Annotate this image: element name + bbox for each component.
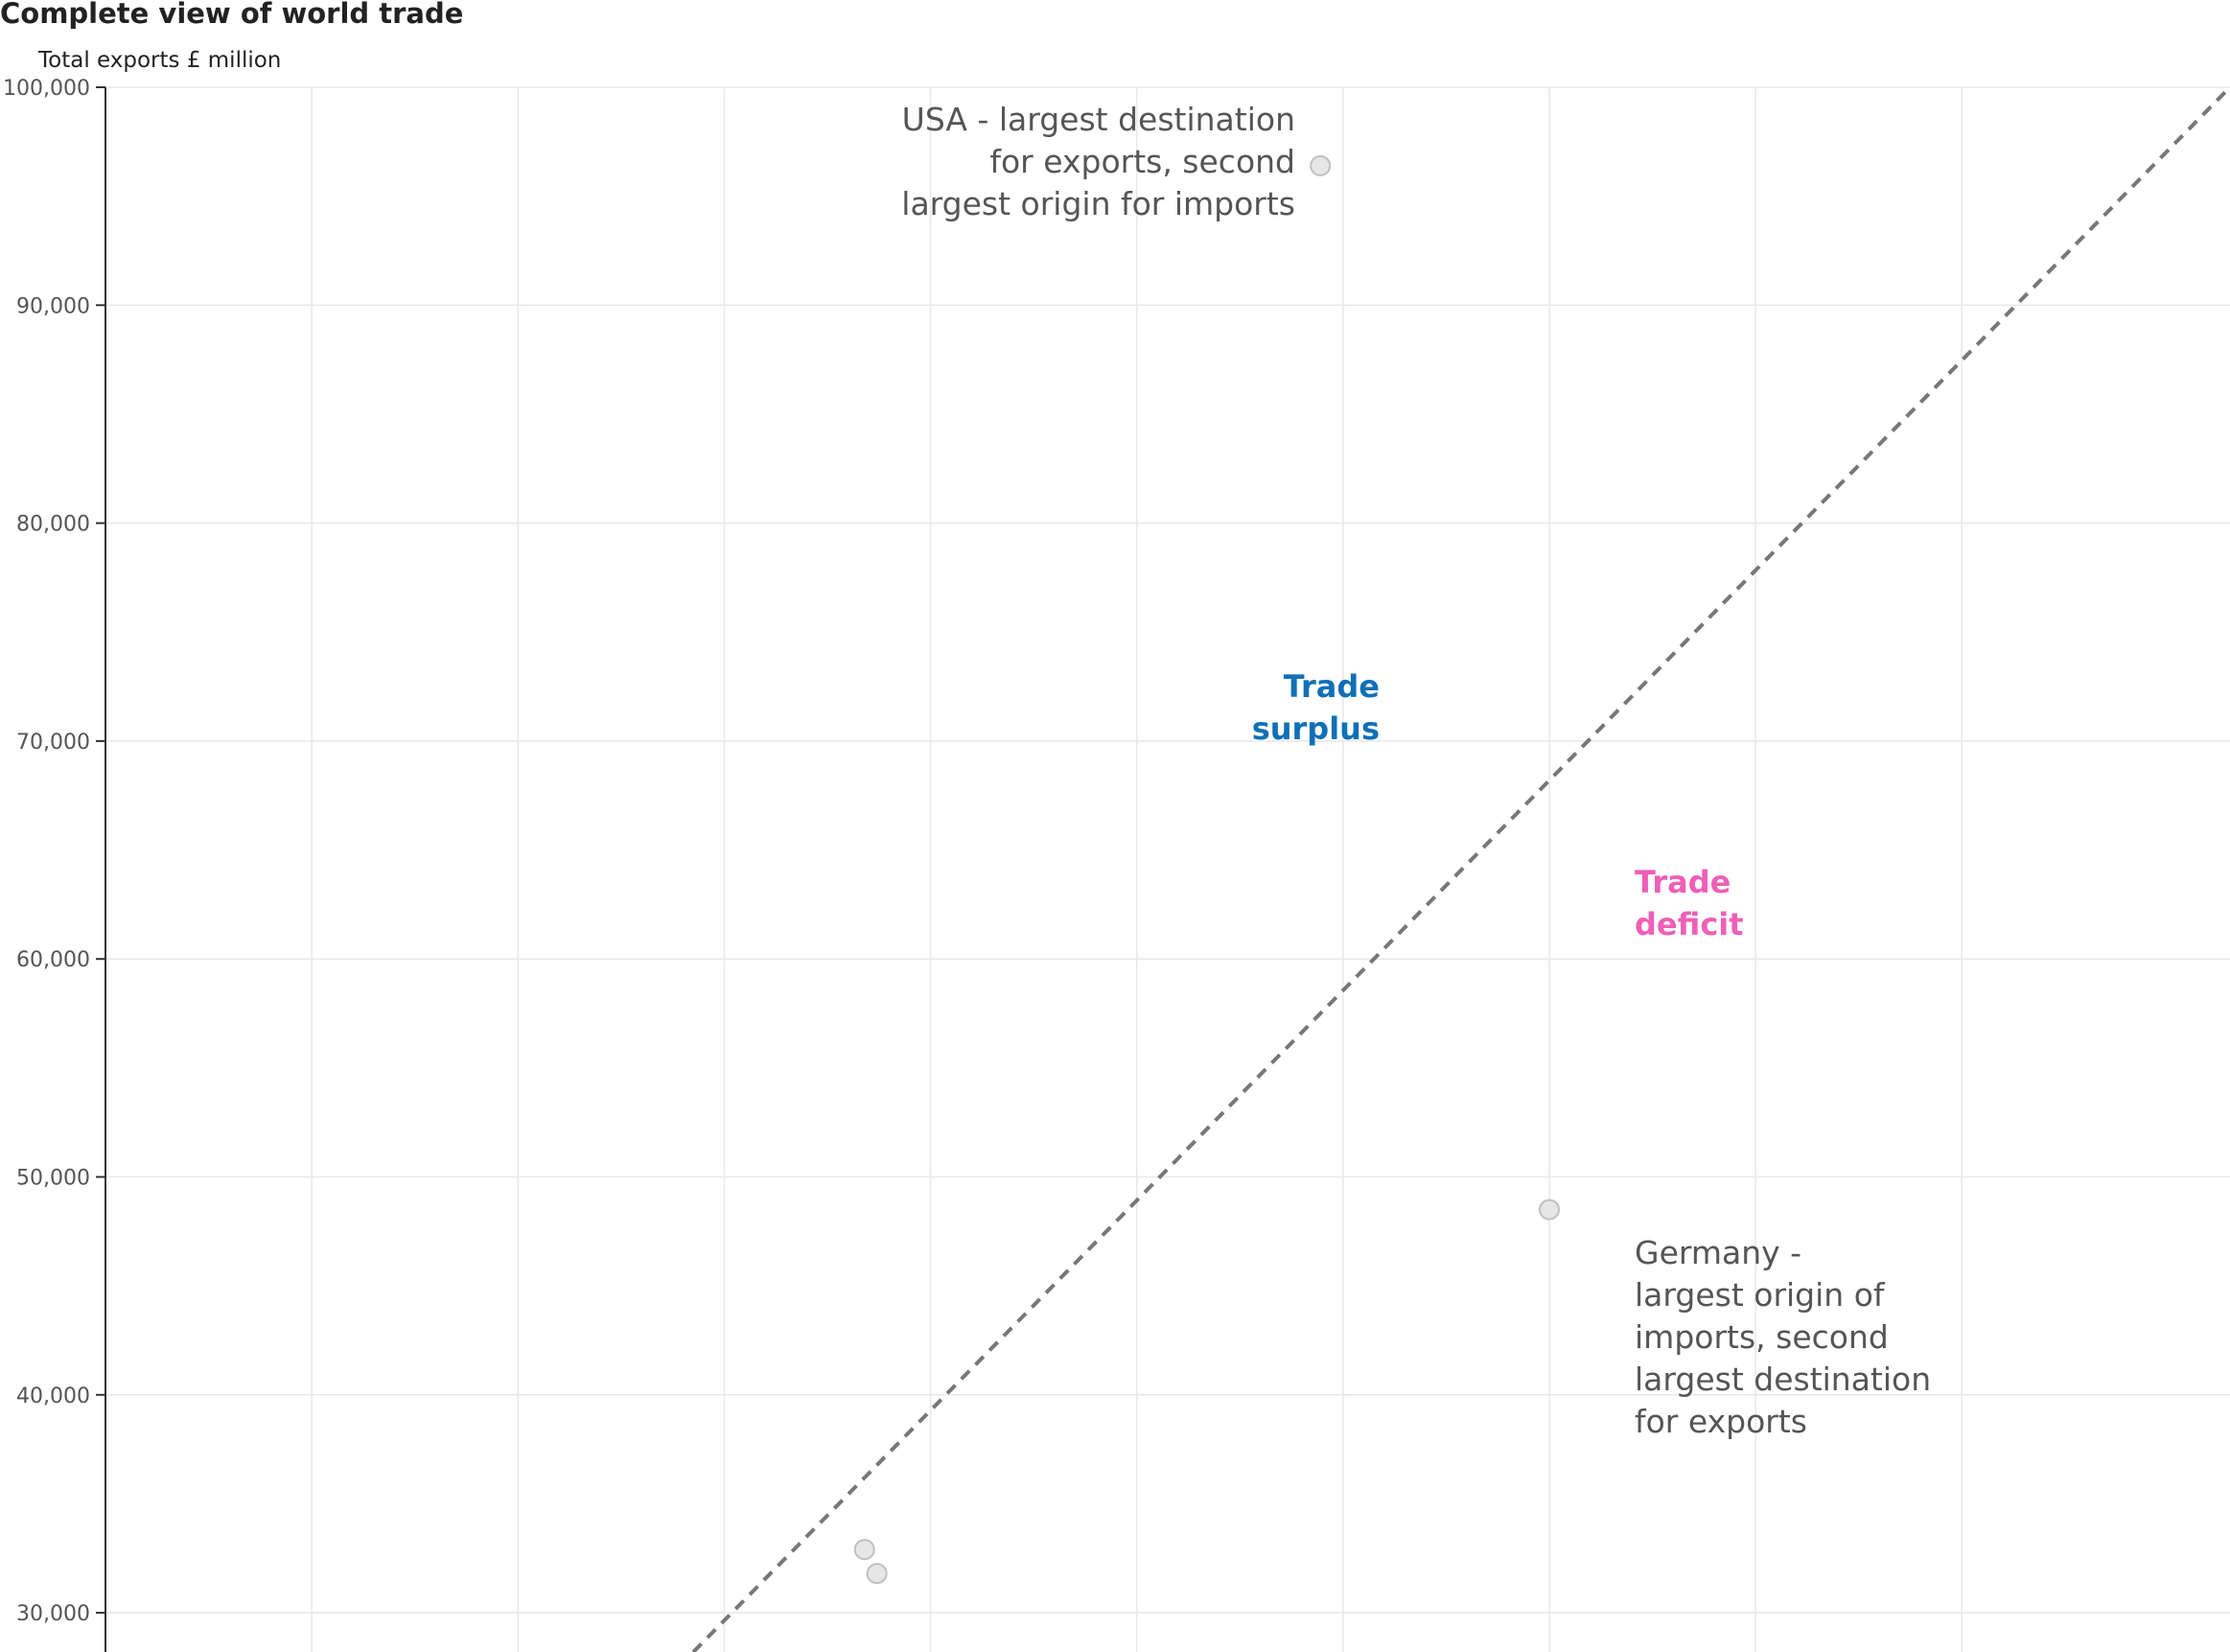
y-axis: 100,000 90,000 80,000 70,000 60,000 50,000 40,…: [3, 77, 106, 1652]
y-axis-label: Total exports £ million: [37, 48, 281, 73]
chart-title: Complete view of world trade: [0, 0, 463, 30]
data-points: [853, 154, 1561, 1585]
data-point[interactable]: [853, 1539, 875, 1561]
y-tick-label: 70,000: [16, 731, 90, 755]
trade-surplus-label: Trade surplus: [1252, 668, 1380, 747]
trade-deficit-label: Trade deficit: [1635, 864, 1744, 942]
data-point[interactable]: [866, 1563, 888, 1585]
y-tick-label: 60,000: [16, 948, 90, 972]
y-tick-label: 50,000: [16, 1166, 90, 1190]
usa-annotation: USA - largest destination for exports, se…: [901, 101, 1295, 222]
gridlines: [105, 86, 2230, 1652]
y-tick-label: 40,000: [16, 1384, 90, 1408]
y-tick-label: 80,000: [16, 513, 90, 537]
reference-line: [691, 85, 2230, 1652]
y-tick-label: 30,000: [16, 1602, 90, 1626]
data-point[interactable]: [1539, 1198, 1561, 1221]
y-tick-label: 100,000: [3, 77, 90, 101]
y-tick-label: 90,000: [16, 294, 90, 318]
data-point[interactable]: [1310, 154, 1332, 176]
annotations: USA - largest destination for exports, se…: [901, 101, 1931, 1440]
reference-line-group: [691, 85, 2230, 1652]
germany-annotation: Germany -largest origin of imports, secon…: [1635, 1234, 1931, 1440]
